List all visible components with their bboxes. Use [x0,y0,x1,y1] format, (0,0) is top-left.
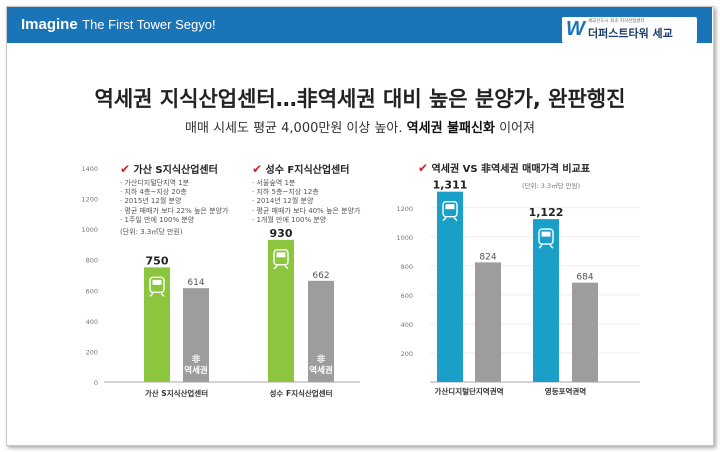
subway-icon [273,249,289,270]
y-tick-label: 1200 [81,196,98,204]
bar-value-label: 1,311 [433,179,468,192]
y-tick-label: 1400 [81,165,98,173]
info-line: · 2015년 12월 분양 [120,197,182,206]
brand-tag: The First Tower Segyo! [82,17,216,32]
bar-value-label: 750 [146,254,169,267]
bar-value-label: 614 [187,278,204,288]
info-box-title-text: 성수 F지식산업센터 [265,165,350,176]
header-bar: Imagine The First Tower Segyo! W 세교신도시 최… [7,7,712,43]
info-box-title-text: 가산 S지식산업센터 [133,165,218,176]
right-chart-title: ✔ 역세권 VS 非역세권 매매가격 비교표 [418,160,590,175]
bar-value-label: 684 [576,273,593,283]
logo-name: 더퍼스트타워 세교 [588,27,673,40]
y-tick-label: 800 [401,263,413,271]
y-tick-label: 800 [86,257,98,265]
bar-value-label: 1,122 [529,206,564,219]
bar [268,239,294,382]
info-line: · 지하 5층~지상 12층 [252,188,319,197]
y-tick-label: 400 [86,318,98,326]
info-line: · 지하 4층~지상 20층 [120,188,187,197]
group-label: 성수 F지식산업센터 [270,388,333,398]
bar-value-label: 662 [312,271,329,281]
subtitle-tail: 이어져 [499,121,535,136]
page-title: 역세권 지식산업센터…非역세권 대비 높은 분양가, 완판행진 [94,87,626,111]
group-label: 영등포역권역 [545,386,586,396]
info-box-seongsu: ✔ 성수 F지식산업센터 · 서울숲역 1분 · 지하 5층~지상 12층 · … [252,163,360,225]
subway-icon [538,228,554,249]
info-line: · 서울숲역 1분 [252,179,296,187]
subway-icon [149,276,165,297]
y-tick-label: 200 [401,350,413,358]
y-tick-label: 600 [401,292,413,300]
subway-icon [442,200,458,222]
unit-note: (단위: 3.3㎡당 만원) [120,228,183,237]
bar [437,191,463,382]
bar-value-label: 824 [479,252,496,262]
y-tick-label: 0 [94,379,98,387]
info-line: · 1주일 만에 100% 분양 [120,215,195,224]
bar [144,267,170,382]
info-line: · 평균 매매가 보다 40% 높은 분양가 [252,206,361,215]
brand-slogan: Imagine The First Tower Segyo! [21,16,216,33]
right-chart-title-text: 역세권 VS 非역세권 매매가격 비교표 [431,164,591,175]
info-box-gasan: ✔ 가산 S지식산업센터 · 가산디지털단지역 1분 · 지하 4층~지상 20… [120,163,228,237]
bar [533,219,559,382]
y-tick-label: 400 [401,321,413,329]
right-chart-unit: (단위: 3.3㎡당 만원) [522,182,581,190]
y-tick-label: 600 [86,287,98,295]
bar [308,280,334,382]
subtitle-plain: 매매 시세도 평균 4,000만원 이상 높아. [185,121,403,136]
company-logo: W 세교신도시 최초 지식산업센터 더퍼스트타워 세교 [562,17,697,43]
bar-inner-label: 非 [317,354,326,365]
y-tick-label: 1000 [81,226,98,234]
check-icon: ✔ [120,162,131,176]
bar [475,262,501,382]
bar [572,282,598,382]
info-line: · 가산디지털단지역 1분 [120,179,190,187]
group-label: 가산 S지식산업센터 [145,388,208,398]
info-line: · 2014년 12월 분양 [252,197,314,206]
logo-sub: 세교신도시 최초 지식산업센터 [588,19,645,24]
info-line: · 평균 매매가 보다 22% 높은 분양가 [120,206,229,215]
bar-inner-label: 역세권 [184,365,208,376]
check-icon: ✔ [252,162,263,176]
y-tick-label: 200 [86,348,98,356]
bar [183,288,209,382]
brand-bold: Imagine [21,16,78,33]
subtitle-bold: 역세권 불패신화 [406,121,495,136]
check-icon: ✔ [418,161,429,175]
info-line: · 1개월 만에 100% 분양 [252,215,327,224]
logo-mark: W [566,18,585,40]
group-label: 가산디지털단지역권역 [435,386,504,396]
y-tick-label: 1000 [396,234,413,242]
bar-inner-label: 非 [192,354,201,365]
y-tick-label: 1200 [396,205,413,213]
info-box-title: ✔ 가산 S지식산업센터 [120,163,228,177]
info-box-title: ✔ 성수 F지식산업센터 [252,163,360,177]
bar-value-label: 930 [270,227,293,240]
bar-inner-label: 역세권 [309,365,333,376]
page-subtitle: 매매 시세도 평균 4,000만원 이상 높아. 역세권 불패신화 이어져 [0,117,720,136]
